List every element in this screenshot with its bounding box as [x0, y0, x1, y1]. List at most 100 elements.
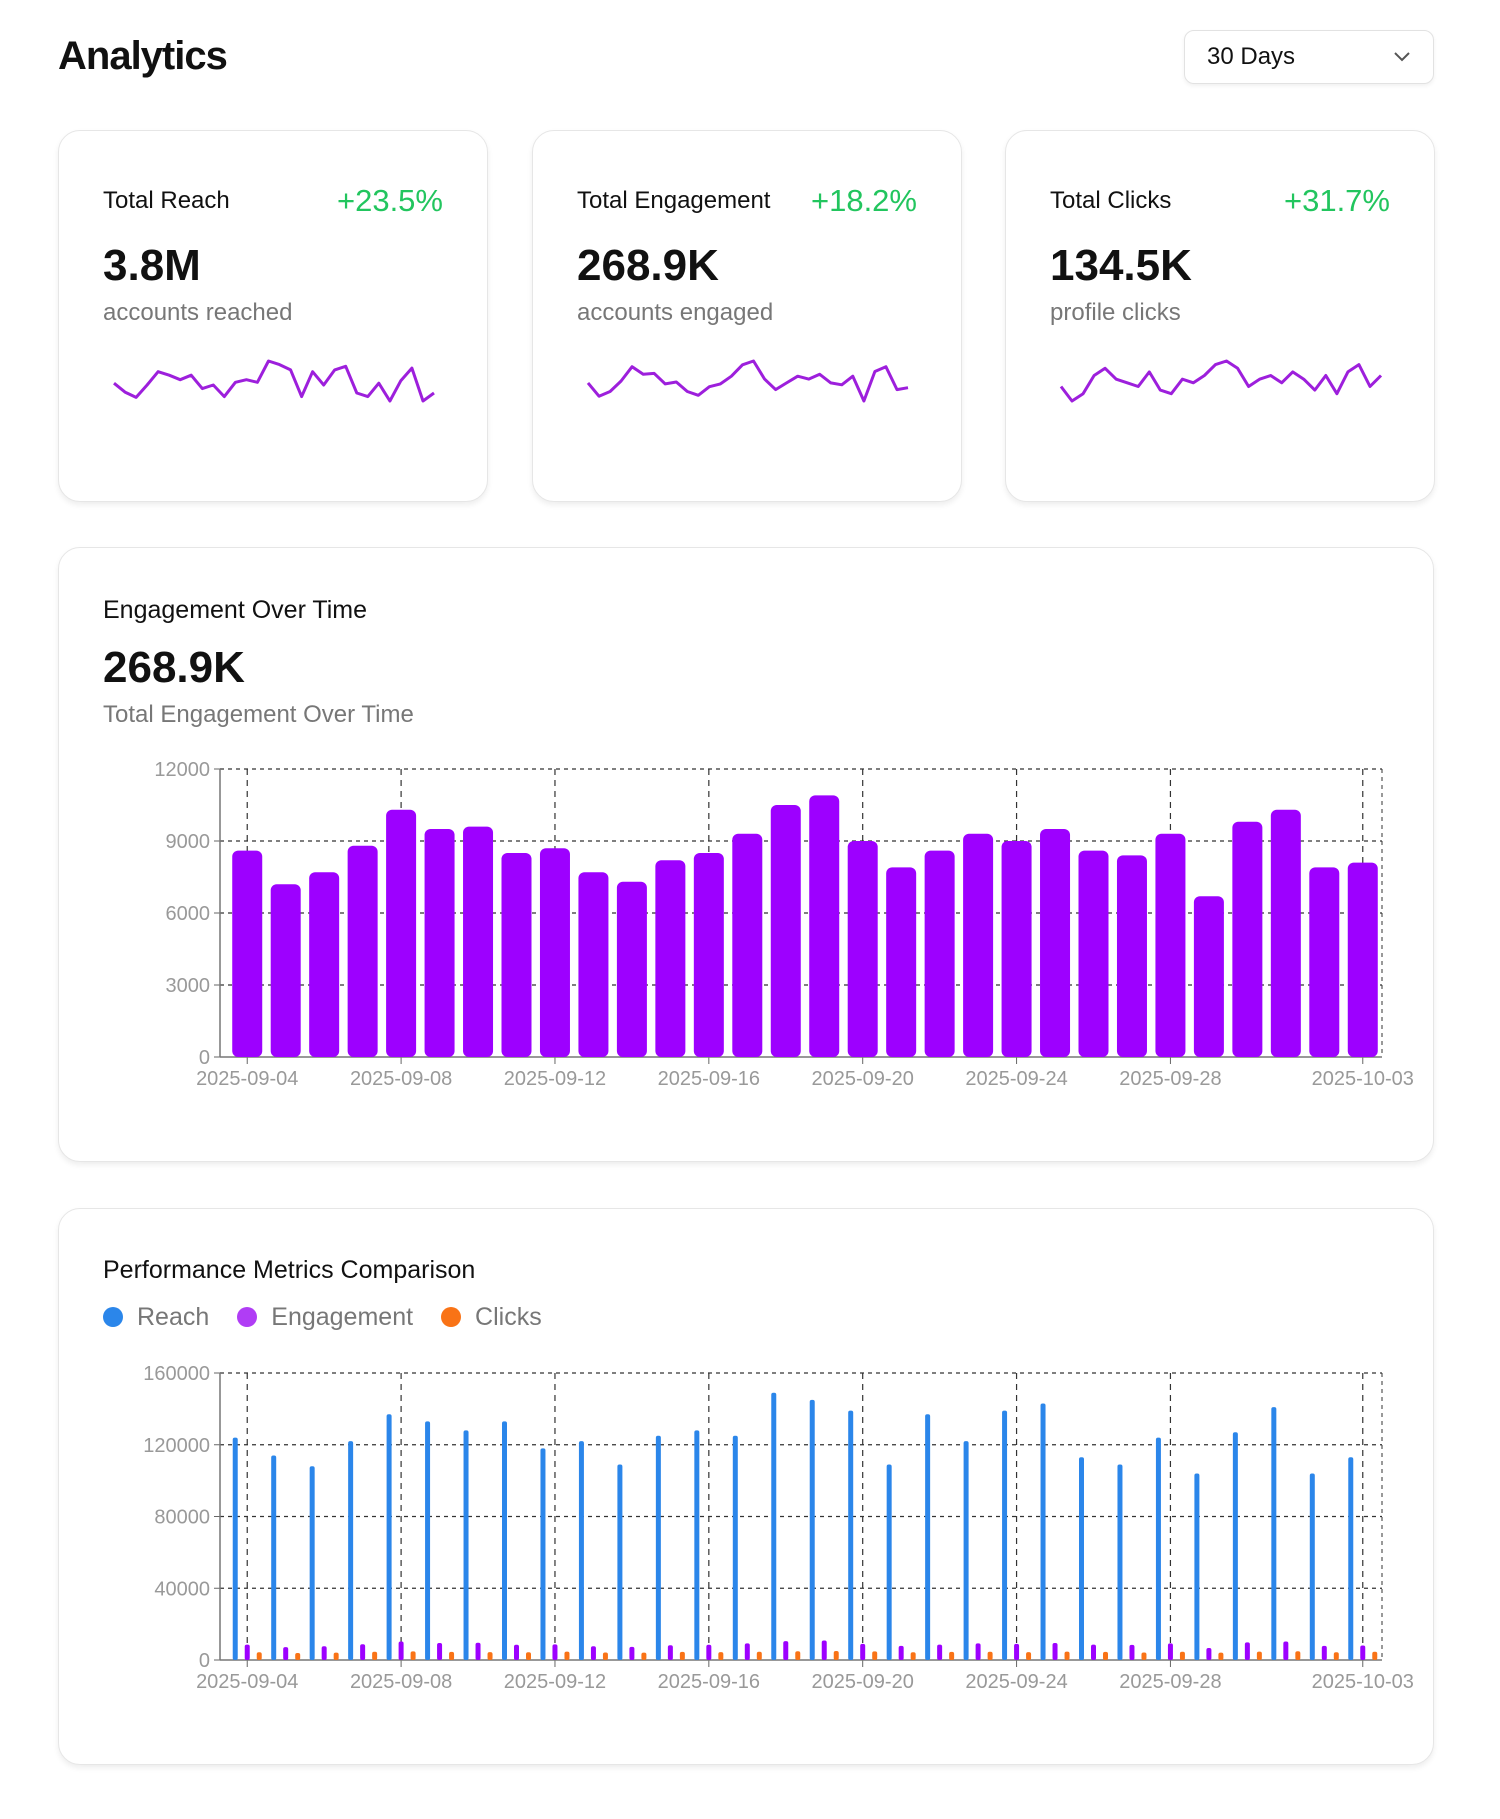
x-tick-label: 2025-10-03: [1312, 1068, 1414, 1090]
y-tick-label: 80000: [154, 1507, 210, 1529]
bar-reach-2025-09-25: [1040, 1403, 1046, 1660]
x-tick-label: 2025-09-04: [196, 1068, 298, 1090]
bar-engagement-2025-09-12: [552, 1644, 558, 1660]
x-tick-label: 2025-09-20: [812, 1068, 914, 1090]
y-tick-label: 0: [199, 1047, 210, 1069]
bar-reach-2025-09-12: [540, 1448, 546, 1660]
bar-2025-09-20: [847, 841, 878, 1057]
y-tick-label: 3000: [166, 975, 211, 997]
bar-engagement-2025-09-23: [975, 1643, 981, 1660]
bar-2025-09-11: [501, 853, 532, 1057]
bar-engagement-2025-09-04: [244, 1644, 250, 1660]
card-title: Engagement Over Time: [103, 596, 368, 624]
x-tick-label: 2025-09-08: [350, 1068, 452, 1090]
bar-2025-09-13: [578, 872, 609, 1057]
bar-clicks-2025-09-22: [949, 1651, 955, 1660]
bar-clicks-2025-09-06: [333, 1652, 339, 1660]
sparkline-clicks: [1059, 359, 1383, 403]
bar-reach-2025-10-02: [1309, 1473, 1315, 1660]
bar-clicks-2025-09-05: [295, 1653, 301, 1660]
bar-engagement-2025-10-03: [1360, 1645, 1366, 1660]
legend-item-clicks[interactable]: Clicks: [441, 1303, 542, 1332]
bar-engagement-2025-09-19: [821, 1640, 827, 1660]
x-tick-label: 2025-09-12: [504, 1671, 606, 1693]
bar-clicks-2025-09-13: [602, 1652, 608, 1660]
bar-2025-10-01: [1270, 809, 1301, 1057]
bar-reach-2025-09-06: [309, 1466, 315, 1660]
bar-engagement-2025-09-15: [667, 1645, 673, 1660]
bar-engagement-2025-09-13: [590, 1646, 596, 1660]
card-title: Performance Metrics Comparison: [103, 1256, 476, 1284]
bar-engagement-2025-09-09: [437, 1642, 443, 1660]
x-tick-label: 2025-09-08: [350, 1671, 452, 1693]
stat-value: 268.9K: [577, 241, 719, 290]
bar-engagement-2025-09-21: [898, 1645, 904, 1660]
bar-2025-09-19: [809, 795, 840, 1057]
bar-clicks-2025-09-26: [1103, 1651, 1108, 1660]
bar-engagement-2025-09-11: [514, 1644, 519, 1660]
bar-reach-2025-09-05: [271, 1455, 277, 1660]
x-tick-label: 2025-09-24: [965, 1068, 1067, 1090]
chart-legend: Reach Engagement Clicks: [103, 1303, 542, 1332]
bar-clicks-2025-09-16: [718, 1652, 724, 1660]
bar-clicks-2025-09-07: [372, 1651, 378, 1660]
bar-reach-2025-09-11: [502, 1421, 507, 1660]
date-range-select[interactable]: 30 Days: [1184, 30, 1434, 84]
bar-clicks-2025-09-21: [910, 1652, 916, 1660]
x-tick-label: 2025-09-16: [658, 1671, 760, 1693]
legend-item-reach[interactable]: Reach: [103, 1303, 209, 1332]
legend-item-engagement[interactable]: Engagement: [237, 1303, 413, 1332]
stat-card-reach: Total Reach +23.5% 3.8M accounts reached: [58, 130, 488, 502]
bar-engagement-2025-09-22: [937, 1644, 943, 1660]
date-range-value: 30 Days: [1207, 43, 1296, 70]
stat-subtitle: accounts engaged: [577, 299, 774, 326]
x-tick-label: 2025-09-28: [1119, 1671, 1221, 1693]
engagement-over-time-card: Engagement Over Time 268.9K Total Engage…: [58, 547, 1434, 1162]
bar-reach-2025-10-01: [1271, 1407, 1277, 1660]
bar-2025-09-09: [424, 829, 455, 1057]
bar-2025-09-23: [963, 833, 994, 1057]
bar-engagement-2025-09-28: [1167, 1643, 1173, 1660]
y-tick-label: 120000: [143, 1435, 210, 1457]
bar-2025-10-03: [1347, 862, 1378, 1057]
bar-engagement-2025-09-06: [321, 1646, 327, 1660]
x-tick-label: 2025-09-24: [965, 1671, 1067, 1693]
bar-engagement-2025-10-02: [1321, 1645, 1327, 1660]
bar-clicks-2025-10-03: [1372, 1651, 1378, 1660]
bar-reach-2025-09-19: [809, 1399, 815, 1660]
bar-2025-09-04: [232, 850, 263, 1057]
bar-reach-2025-09-27: [1117, 1464, 1123, 1660]
bar-engagement-2025-09-05: [283, 1647, 289, 1660]
bar-2025-09-26: [1078, 850, 1109, 1057]
bar-reach-2025-09-26: [1079, 1457, 1084, 1660]
stat-change: +18.2%: [810, 183, 917, 218]
bar-engagement-2025-09-16: [706, 1644, 712, 1660]
bar-clicks-2025-09-11: [526, 1652, 531, 1660]
bar-2025-09-15: [655, 860, 686, 1057]
stat-label: Total Reach: [103, 187, 230, 214]
bar-clicks-2025-09-14: [641, 1652, 647, 1660]
engagement-bar-chart: 0 3000 6000 9000 12000 2025-09-04 2025-09-08 20…: [154, 759, 1414, 1090]
bar-2025-09-22: [924, 850, 955, 1057]
bar-reach-2025-10-03: [1348, 1457, 1354, 1660]
bar-reach-2025-09-09: [425, 1421, 431, 1660]
bar-clicks-2025-09-25: [1064, 1651, 1070, 1660]
stat-card-clicks: Total Clicks +31.7% 134.5K profile click…: [1005, 130, 1435, 502]
bar-engagement-2025-09-20: [860, 1643, 866, 1660]
bar-reach-2025-09-18: [771, 1392, 777, 1660]
reach-dot-icon: [103, 1307, 123, 1327]
sparkline-engagement: [586, 359, 909, 403]
bar-2025-09-17: [732, 833, 763, 1057]
stat-subtitle: accounts reached: [103, 299, 293, 326]
bar-reach-2025-09-23: [963, 1441, 969, 1660]
bar-engagement-2025-09-07: [360, 1644, 366, 1660]
bar-clicks-2025-09-12: [564, 1651, 570, 1660]
bar-clicks-2025-09-10: [487, 1652, 493, 1660]
performance-comparison-card: Performance Metrics Comparison Reach Eng…: [58, 1208, 1434, 1765]
bar-2025-09-06: [309, 872, 340, 1057]
chevron-down-icon: [1394, 52, 1410, 62]
engagement-dot-icon: [237, 1307, 258, 1327]
bar-engagement-2025-09-24: [1014, 1643, 1020, 1660]
y-tick-label: 160000: [143, 1363, 210, 1385]
stat-card-engagement: Total Engagement +18.2% 268.9K accounts …: [532, 130, 962, 502]
